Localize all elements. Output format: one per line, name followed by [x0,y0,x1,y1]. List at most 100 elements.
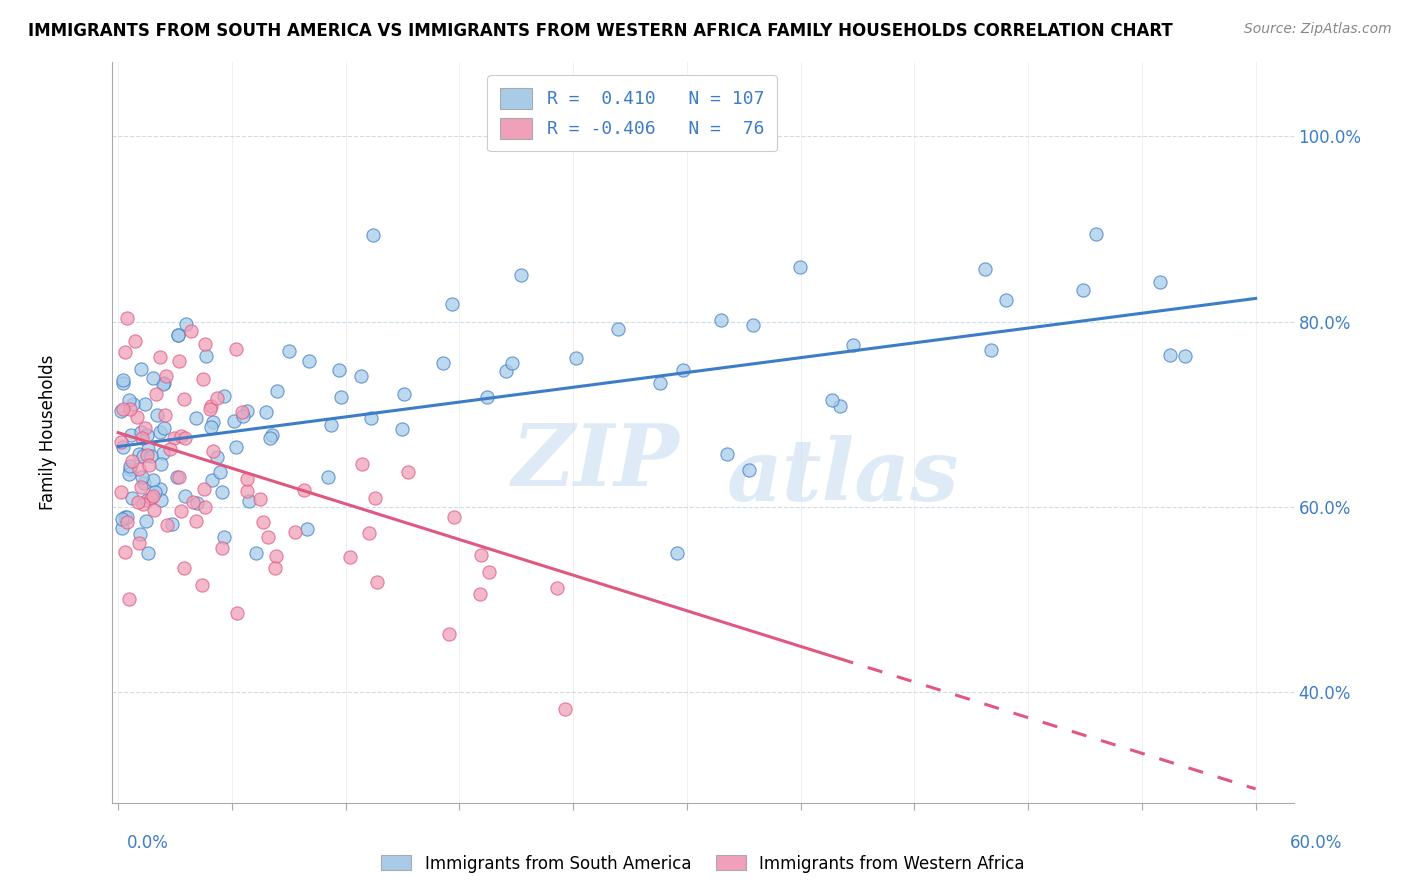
Text: Source: ZipAtlas.com: Source: ZipAtlas.com [1244,22,1392,37]
Point [152,446,174,460]
Text: 0.0%: 0.0% [127,834,169,852]
Point [666,546,689,560]
Point [115,510,138,524]
Point [321,418,343,433]
Point [254,405,277,419]
Point [136,546,159,560]
Point [174,489,197,503]
Point [200,420,222,434]
Legend: R =  0.410   N = 107, R = -0.406   N =  76: R = 0.410 N = 107, R = -0.406 N = 76 [488,75,778,151]
Point [166,470,188,484]
Point [202,415,225,429]
Point [330,390,353,404]
Point [110,485,132,500]
Point [607,322,630,336]
Point [120,402,142,417]
Point [136,442,159,457]
Point [118,459,141,474]
Point [118,462,141,476]
Point [111,521,134,535]
Point [252,515,274,529]
Point [349,369,371,384]
Point [121,454,143,468]
Point [198,402,221,417]
Point [153,408,176,422]
Point [292,483,315,498]
Point [128,447,150,461]
Point [110,404,132,418]
Point [132,450,155,464]
Point [202,443,225,458]
Point [153,376,176,390]
Point [842,338,865,352]
Point [231,404,253,418]
Point [316,470,339,484]
Point [180,324,202,338]
Point [138,458,160,472]
Point [232,409,254,424]
Point [193,482,215,496]
Point [141,473,163,487]
Point [238,493,260,508]
Point [260,427,283,442]
Point [141,449,163,463]
Point [510,268,533,282]
Point [118,591,141,606]
Point [1159,348,1181,362]
Point [149,482,172,496]
Point [186,496,208,510]
Point [114,509,136,524]
Point [131,469,153,483]
Point [470,548,492,562]
Point [1149,276,1171,290]
Point [184,514,207,528]
Point [475,390,498,404]
Point [671,362,693,376]
Point [156,518,179,533]
Text: 60.0%: 60.0% [1291,834,1343,852]
Point [224,413,246,427]
Point [174,318,197,332]
Point [236,484,259,499]
Point [159,442,181,456]
Text: ZIP: ZIP [512,420,679,504]
Point [134,396,156,410]
Point [149,425,172,440]
Point [789,260,811,274]
Point [181,495,204,509]
Point [441,297,464,311]
Point [554,702,576,716]
Point [110,435,132,450]
Point [214,389,236,403]
Point [361,228,384,243]
Point [128,461,150,475]
Point [339,549,361,564]
Point [821,392,844,407]
Point [111,376,134,391]
Point [974,262,997,277]
Point [125,410,148,425]
Point [226,606,249,620]
Point [443,510,465,524]
Point [167,470,190,484]
Point [167,327,190,342]
Point [111,401,134,416]
Point [150,457,173,471]
Point [495,363,517,377]
Point [142,489,165,503]
Point [145,387,167,401]
Point [115,311,138,326]
Point [160,517,183,532]
Point [211,541,233,556]
Point [132,497,155,511]
Point [118,392,141,407]
Point [173,392,195,406]
Point [153,420,176,434]
Point [1085,227,1108,242]
Point [118,467,141,481]
Point [363,491,385,505]
Point [163,431,186,445]
Point [980,343,1002,357]
Point [129,362,152,376]
Point [245,546,267,560]
